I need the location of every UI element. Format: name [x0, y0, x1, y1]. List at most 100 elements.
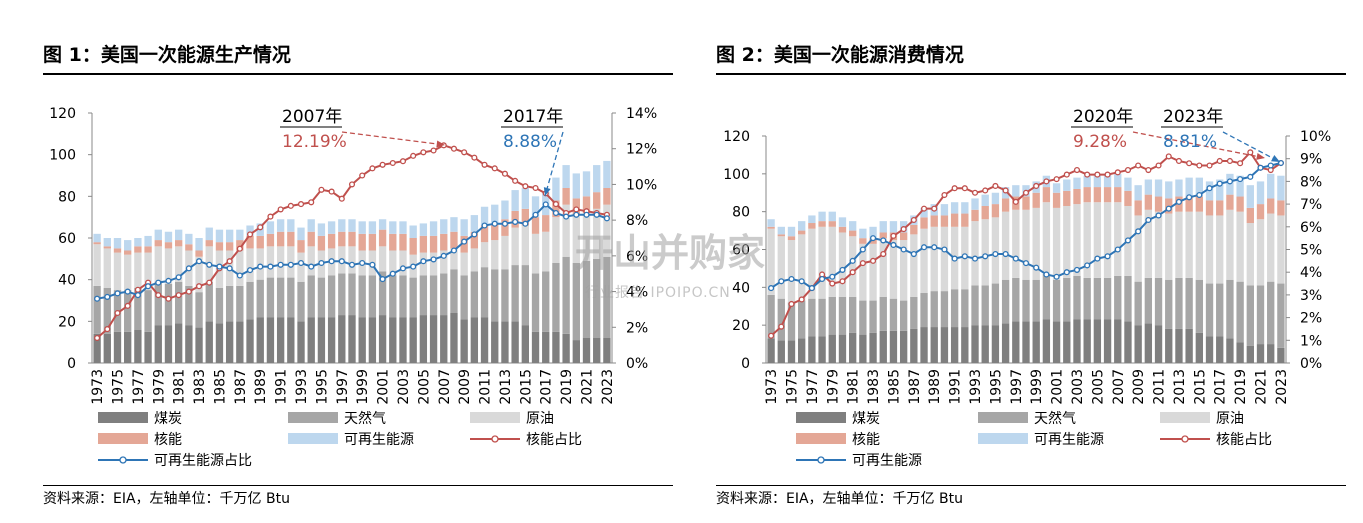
fig2-bar-1	[767, 338, 775, 363]
fig1-bar-1	[572, 340, 580, 363]
fig2-bar-4	[1236, 196, 1244, 212]
fig1-bar-5	[266, 221, 275, 234]
fig2-bar-5	[808, 215, 816, 224]
fig1-bar-4	[368, 233, 377, 251]
fig1-line-1-point	[185, 288, 192, 295]
fig1-line-2-point	[563, 213, 570, 220]
fig2-line-1-point	[951, 185, 958, 192]
fig2-left-tick-label: 100	[723, 167, 750, 183]
fig2-bar-3	[767, 228, 775, 295]
fig1-line-1-point	[359, 172, 366, 179]
fig1-bar-3	[144, 252, 152, 291]
fig1-bar-1	[552, 331, 560, 363]
fig1-line-2-point	[348, 261, 356, 268]
fig1-bar-5	[215, 229, 224, 243]
fig2-bar-3	[1103, 202, 1112, 278]
fig1-line-2-point	[450, 247, 458, 254]
fig2-x-tick-label: 2021	[1254, 369, 1270, 405]
fig1-bar-1	[480, 317, 489, 363]
fig2-line-1-point	[920, 205, 928, 212]
fig1-line-1-point	[389, 159, 396, 167]
fig2-bar-3	[1114, 202, 1122, 276]
fig1-line-1-point	[236, 245, 243, 252]
fig1-bar-3	[134, 252, 142, 288]
fig1-x-tick-label: 2019	[559, 369, 575, 405]
fig2-x-tick-label: 2001	[1050, 369, 1066, 405]
fig2-bar-3	[859, 243, 867, 301]
fig1-bar-4	[174, 240, 183, 247]
fig1-line-1-point	[134, 286, 141, 293]
fig2-legend-label: 核能	[852, 432, 880, 448]
fig1-line-2-point	[267, 263, 274, 270]
fig1-x-tick-label: 2013	[498, 369, 514, 405]
fig2-bar-2	[961, 289, 969, 328]
fig2-left-tick-label: 0	[741, 356, 750, 372]
fig2-right-tick-label: 4%	[1300, 265, 1322, 281]
fig2-line-1-point	[1094, 171, 1101, 178]
fig2-bar-4	[1205, 200, 1214, 216]
fig2-bar-3	[1185, 211, 1193, 278]
fig1-x-tick-label: 1973	[90, 369, 106, 405]
fig2-legend-swatch	[796, 433, 846, 444]
fig2-bar-4	[787, 236, 796, 241]
fig1-bar-2	[256, 279, 264, 318]
fig2-bar-3	[981, 219, 989, 286]
fig2-bar-4	[1195, 196, 1204, 212]
fig2-line-2-point	[1135, 228, 1142, 235]
fig2-bar-1	[1216, 336, 1224, 363]
fig1-bar-3	[552, 217, 560, 263]
fig1-line-1-point	[348, 181, 356, 188]
fig1-bar-3	[603, 204, 611, 257]
fig1-line-1-point	[114, 309, 121, 317]
fig2-bar-2	[1267, 281, 1275, 345]
fig2-line-2-point	[900, 246, 907, 253]
fig2-line-1-point	[1022, 189, 1030, 196]
fig1-bar-2	[389, 275, 397, 318]
fig2-x-tick-label: 2017	[1213, 369, 1229, 405]
fig2-bar-1	[808, 336, 816, 363]
fig1-line-2-point	[420, 258, 427, 265]
fig2-line-1-point	[1247, 149, 1254, 156]
fig1-bar-2	[134, 288, 142, 330]
fig1-line-1-point	[501, 170, 508, 177]
fig2-line-1-point	[1114, 169, 1121, 176]
fig1-annotation-arrowhead	[543, 187, 551, 196]
fig2-legend-marker	[1181, 435, 1189, 443]
fig1-bar-2	[338, 273, 346, 316]
fig2-bar-2	[1216, 283, 1224, 337]
fig1-bar-1	[501, 321, 509, 363]
fig1-legend-label: 天然气	[344, 410, 386, 427]
fig2-chart: 0 20 40 60 80 100 120 0% 1% 2% 3% 4% 5% 6% 7% 8% 9% 10% 19…	[723, 107, 1331, 469]
fig1-line-2-point	[236, 272, 243, 279]
fig2-right-tick-label: 6%	[1300, 220, 1322, 236]
fig2-bar-4	[767, 226, 775, 229]
fig1-bar-5	[389, 221, 397, 234]
fig2-x-tick-label: 1977	[805, 369, 821, 405]
fig1-line-1-point	[420, 149, 427, 156]
fig2-line-1-point	[1155, 162, 1162, 169]
fig1-bar-4	[542, 215, 550, 232]
figure1-title: 图 1：美国一次能源生产情况	[43, 44, 291, 66]
fig1-bar-2	[348, 273, 356, 316]
fig2-bar-1	[1144, 323, 1153, 363]
fig1-line-1-point	[196, 283, 203, 290]
fig2-bar-4	[808, 223, 816, 229]
fig1-bar-5	[378, 219, 387, 230]
fig2-line-2-point	[859, 246, 866, 253]
fig2-line-2-point	[1216, 180, 1223, 187]
fig2-line-1-point	[1196, 162, 1203, 169]
fig2-bar-5	[838, 217, 847, 227]
fig1-line-1-point	[552, 201, 559, 208]
fig1-bar-1	[429, 315, 438, 363]
fig2-x-tick-label: 1991	[948, 369, 964, 405]
fig1-line-2-point	[399, 265, 407, 272]
fig2-x-tick-label: 1975	[784, 369, 800, 405]
fig1-annotation-year: 2017年	[503, 107, 563, 127]
fig1-bar-5	[593, 165, 601, 193]
fig2-bar-1	[1114, 319, 1122, 363]
fig2-bar-2	[1124, 275, 1132, 322]
fig1-line-1-point	[165, 295, 172, 302]
fig2-line-1-point	[1206, 162, 1213, 169]
fig1-bar-5	[236, 229, 244, 241]
fig2-right-tick-label: 8%	[1300, 174, 1322, 190]
